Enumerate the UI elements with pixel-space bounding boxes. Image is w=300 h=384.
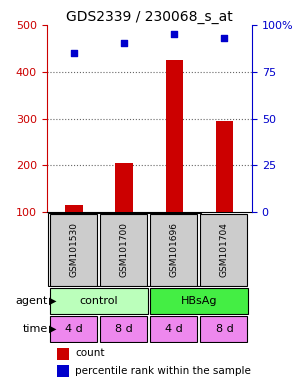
Point [72,50,76,56]
Bar [116,163,133,212]
Text: 8 d: 8 d [115,324,133,334]
FancyBboxPatch shape [100,316,147,342]
Text: 4 d: 4 d [65,324,83,334]
Bar [57,365,69,377]
Text: GSM101700: GSM101700 [120,222,129,277]
Text: ▶: ▶ [49,324,56,334]
Point [172,31,177,37]
FancyBboxPatch shape [50,214,97,286]
FancyBboxPatch shape [100,214,147,286]
FancyBboxPatch shape [150,316,197,342]
Title: GDS2339 / 230068_s_at: GDS2339 / 230068_s_at [66,10,233,24]
Text: control: control [80,296,119,306]
Point [222,35,227,41]
FancyBboxPatch shape [50,288,148,313]
Text: percentile rank within the sample: percentile rank within the sample [75,366,251,376]
FancyBboxPatch shape [200,214,247,286]
Text: agent: agent [16,296,48,306]
Bar [65,205,83,212]
Bar [216,121,233,212]
Text: 4 d: 4 d [165,324,183,334]
Bar [57,348,69,359]
FancyBboxPatch shape [150,288,248,313]
Text: GSM101696: GSM101696 [170,222,179,277]
Bar [166,60,183,212]
Point [122,40,127,46]
Text: ▶: ▶ [49,296,56,306]
Text: GSM101530: GSM101530 [70,222,79,277]
Text: HBsAg: HBsAg [181,296,218,306]
Text: count: count [75,348,105,358]
FancyBboxPatch shape [50,316,97,342]
FancyBboxPatch shape [150,214,197,286]
FancyBboxPatch shape [200,316,247,342]
Text: GSM101704: GSM101704 [220,222,229,277]
Text: time: time [23,324,48,334]
Text: 8 d: 8 d [216,324,233,334]
